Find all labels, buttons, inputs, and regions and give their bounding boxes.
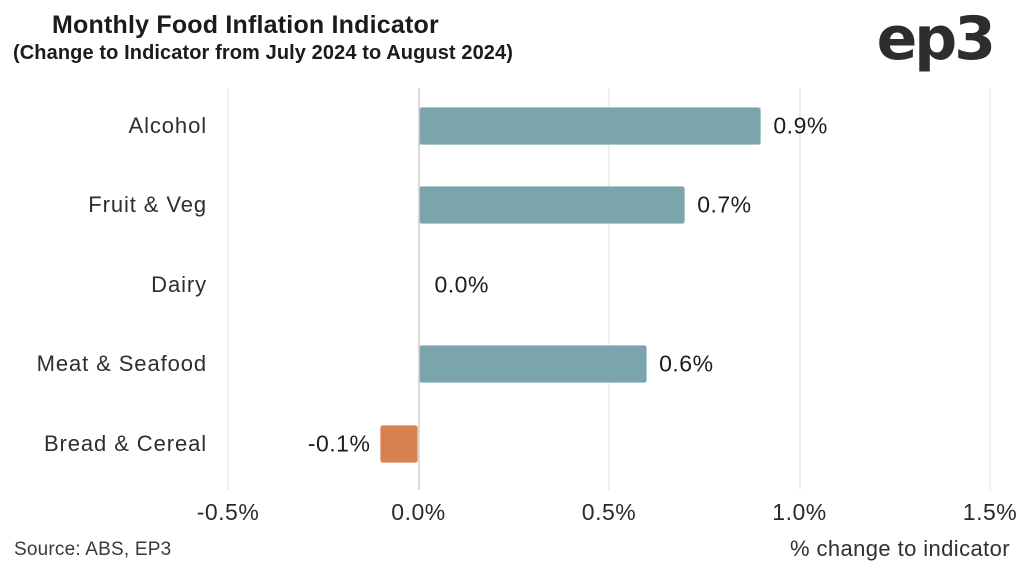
source-note: Source: ABS, EP3 [14, 539, 172, 560]
x-tick-label: 0.0% [391, 499, 446, 525]
zero-gridline [417, 88, 420, 490]
positive-bar [418, 106, 762, 145]
x-axis-label: % change to indicator [790, 536, 1010, 561]
value-label: 0.0% [434, 271, 489, 297]
chart-subtitle: (Change to Indicator from July 2024 to A… [13, 42, 514, 64]
positive-bar [418, 186, 686, 224]
gridline [989, 88, 991, 490]
chart-title: Monthly Food Inflation Indicator [52, 11, 439, 39]
x-tick-label: -0.5% [196, 499, 260, 525]
x-tick-label: 1.5% [962, 499, 1018, 525]
x-tick-label: 0.5% [581, 499, 637, 525]
x-tick-label: 1.0% [772, 499, 827, 525]
value-label: 0.7% [697, 191, 752, 218]
gridline [227, 88, 229, 490]
value-label: 0.6% [659, 350, 714, 377]
category-label: Meat & Seafood [36, 351, 207, 376]
ep3-logo: ep3 [876, 4, 996, 74]
gridline [608, 88, 610, 490]
category-label: Alcohol [128, 112, 207, 138]
category-label: Bread & Cereal [43, 430, 207, 456]
category-label: Dairy [151, 271, 207, 297]
gridline [798, 88, 801, 490]
negative-bar [380, 424, 419, 463]
value-label: -0.1% [307, 430, 371, 456]
value-label: 0.9% [773, 112, 828, 138]
category-label: Fruit & Veg [88, 192, 207, 217]
positive-bar [418, 345, 648, 383]
